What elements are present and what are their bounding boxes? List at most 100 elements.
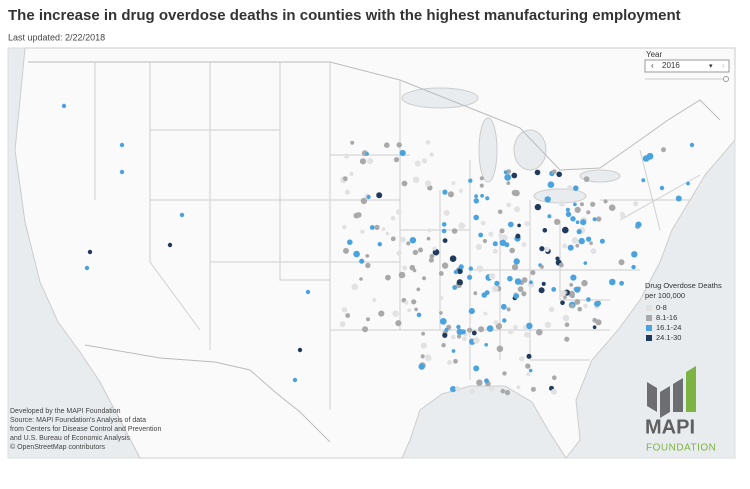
county-dot <box>376 192 383 199</box>
legend-swatch <box>646 335 652 341</box>
county-dot <box>536 328 543 336</box>
county-dot <box>432 246 437 251</box>
county-dot <box>570 274 577 281</box>
county-dot <box>411 299 417 305</box>
year-dropdown[interactable] <box>644 59 730 73</box>
county-dot <box>427 228 432 233</box>
county-dot <box>365 262 371 269</box>
county-dot <box>511 189 518 196</box>
county-dot <box>581 279 588 287</box>
county-dot <box>516 385 521 390</box>
county-dot <box>492 248 498 254</box>
county-dot <box>438 271 444 276</box>
county-dot <box>365 152 370 156</box>
county-dot <box>542 228 548 233</box>
county-dot <box>568 290 575 298</box>
county-dot <box>469 388 475 395</box>
county-dot <box>420 354 425 359</box>
county-dot <box>526 372 531 377</box>
county-dot <box>564 322 570 328</box>
county-dot <box>479 183 484 188</box>
county-dot <box>488 231 494 237</box>
county-dot <box>573 185 579 191</box>
county-dot <box>571 237 579 244</box>
county-dot <box>61 103 67 109</box>
county-dot <box>534 203 542 211</box>
county-dot <box>661 147 666 153</box>
county-dot <box>530 386 536 392</box>
county-dot <box>500 303 507 310</box>
county-dot <box>392 310 399 317</box>
county-dot <box>412 249 419 256</box>
county-dot <box>564 336 570 342</box>
county-dot <box>620 211 625 216</box>
county-dot <box>576 229 582 235</box>
prev-button[interactable]: ‹ <box>651 61 654 70</box>
county-dot <box>453 358 458 364</box>
county-dot <box>574 206 581 213</box>
legend-label: 24.1-30 <box>656 333 681 342</box>
county-dot <box>439 311 443 315</box>
county-dot <box>292 377 298 383</box>
dropdown-arrow[interactable]: ▾ <box>709 63 713 70</box>
credit-line: Source: MAPI Foundation's Analysis of da… <box>10 417 146 424</box>
county-dot <box>530 270 536 276</box>
county-dot <box>528 368 533 373</box>
county-dot <box>513 258 520 265</box>
county-dot <box>559 290 566 297</box>
county-dot <box>356 212 362 218</box>
county-dot <box>506 307 511 312</box>
county-dot <box>583 261 588 265</box>
county-dot <box>507 328 514 335</box>
county-dot <box>349 171 354 176</box>
county-dot <box>365 254 370 258</box>
county-dot <box>347 239 353 245</box>
county-dot <box>351 283 359 291</box>
county-dot <box>506 202 512 208</box>
county-dot <box>513 293 520 299</box>
county-dot <box>590 201 596 207</box>
county-dot <box>502 371 507 376</box>
county-dot <box>580 202 584 207</box>
county-dot <box>547 181 555 188</box>
county-dot <box>471 330 477 336</box>
slider-handle[interactable] <box>723 76 729 82</box>
county-dot <box>592 325 597 330</box>
next-button[interactable]: › <box>722 61 725 70</box>
county-dot <box>407 308 412 313</box>
county-dot <box>438 295 444 301</box>
county-dot <box>485 196 490 201</box>
county-dots <box>61 103 695 396</box>
credits: Developed by the MAPI Foundation Source: … <box>10 408 161 451</box>
county-dot <box>421 158 428 164</box>
county-dot <box>453 269 459 275</box>
county-dot <box>499 228 505 234</box>
county-dot <box>457 268 463 275</box>
county-dot <box>468 266 473 271</box>
county-dot <box>385 231 390 236</box>
county-dot <box>480 193 484 198</box>
county-dot <box>441 262 449 269</box>
county-dot <box>475 243 482 251</box>
legend-title: Drug Overdose Deaths <box>645 281 722 290</box>
county-dot <box>414 160 421 167</box>
county-dot <box>412 268 417 273</box>
county-dot <box>84 265 90 271</box>
county-dot <box>599 238 605 244</box>
county-dot <box>344 189 351 195</box>
credit-line: © OpenStreetMap contributors <box>10 443 106 451</box>
county-dot <box>447 191 454 198</box>
county-dot <box>586 236 592 242</box>
county-dot <box>689 142 695 148</box>
logo: MAPI FOUNDATION <box>645 366 716 454</box>
county-dot <box>500 388 506 394</box>
county-dot <box>401 180 408 187</box>
county-dot <box>460 329 466 335</box>
county-dot <box>342 176 348 182</box>
county-dot <box>556 171 562 178</box>
county-dot <box>592 317 598 323</box>
county-dot <box>491 285 499 293</box>
year-value[interactable]: 2016 <box>662 61 680 70</box>
